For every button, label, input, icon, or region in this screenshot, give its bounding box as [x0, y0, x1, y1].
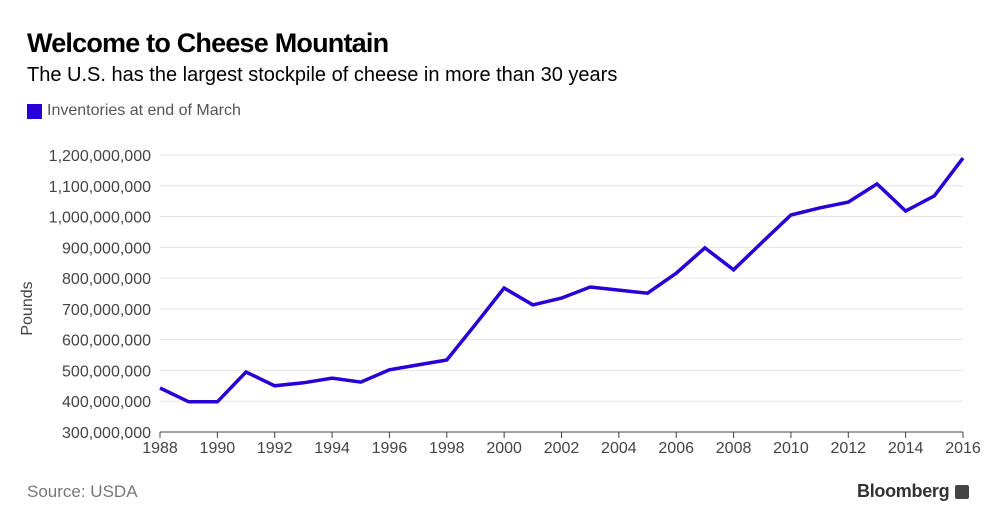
x-tick-label: 2008 — [716, 440, 752, 457]
x-tick-label: 1992 — [257, 440, 293, 457]
y-tick-label: 500,000,000 — [62, 363, 151, 380]
brand-name: Bloomberg — [857, 481, 950, 501]
y-tick-label: 1,200,000,000 — [49, 148, 151, 165]
x-tick-label: 1990 — [200, 440, 236, 457]
y-axis-label: Pounds — [19, 281, 36, 335]
series-line-inventories — [159, 157, 965, 404]
chart-subtitle: The U.S. has the largest stockpile of ch… — [27, 64, 618, 86]
x-tick-label: 2002 — [544, 440, 580, 457]
x-tick-label: 2000 — [486, 440, 522, 457]
y-tick-label: 300,000,000 — [62, 425, 151, 442]
x-tick-label: 2010 — [773, 440, 809, 457]
y-tick-label: 1,000,000,000 — [49, 210, 151, 227]
y-tick-label: 800,000,000 — [62, 271, 151, 288]
x-tick-label: 1994 — [314, 440, 350, 457]
x-tick-label: 2014 — [888, 440, 924, 457]
x-tick-label: 2006 — [658, 440, 694, 457]
legend-label: Inventories at end of March — [47, 102, 241, 119]
x-tick-label: 1996 — [372, 440, 408, 457]
source-note: Source: USDA — [27, 482, 138, 501]
y-tick-label: 400,000,000 — [62, 394, 151, 411]
x-tick-label: 2004 — [601, 440, 637, 457]
bloomberg-chart-icon — [955, 484, 970, 499]
x-tick-label: 2012 — [830, 440, 866, 457]
y-tick-label: 600,000,000 — [62, 333, 151, 350]
chart-title: Welcome to Cheese Mountain — [27, 28, 389, 58]
x-tick-label: 1988 — [142, 440, 178, 457]
legend: Inventories at end of March — [27, 102, 241, 120]
y-tick-label: 700,000,000 — [62, 302, 151, 319]
x-tick-label: 1998 — [429, 440, 465, 457]
bloomberg-logo: Bloomberg — [857, 481, 970, 502]
legend-swatch — [27, 103, 42, 119]
x-tick-label: 2016 — [945, 440, 981, 457]
y-tick-label: 900,000,000 — [62, 240, 151, 257]
y-tick-label: 1,100,000,000 — [49, 179, 151, 196]
